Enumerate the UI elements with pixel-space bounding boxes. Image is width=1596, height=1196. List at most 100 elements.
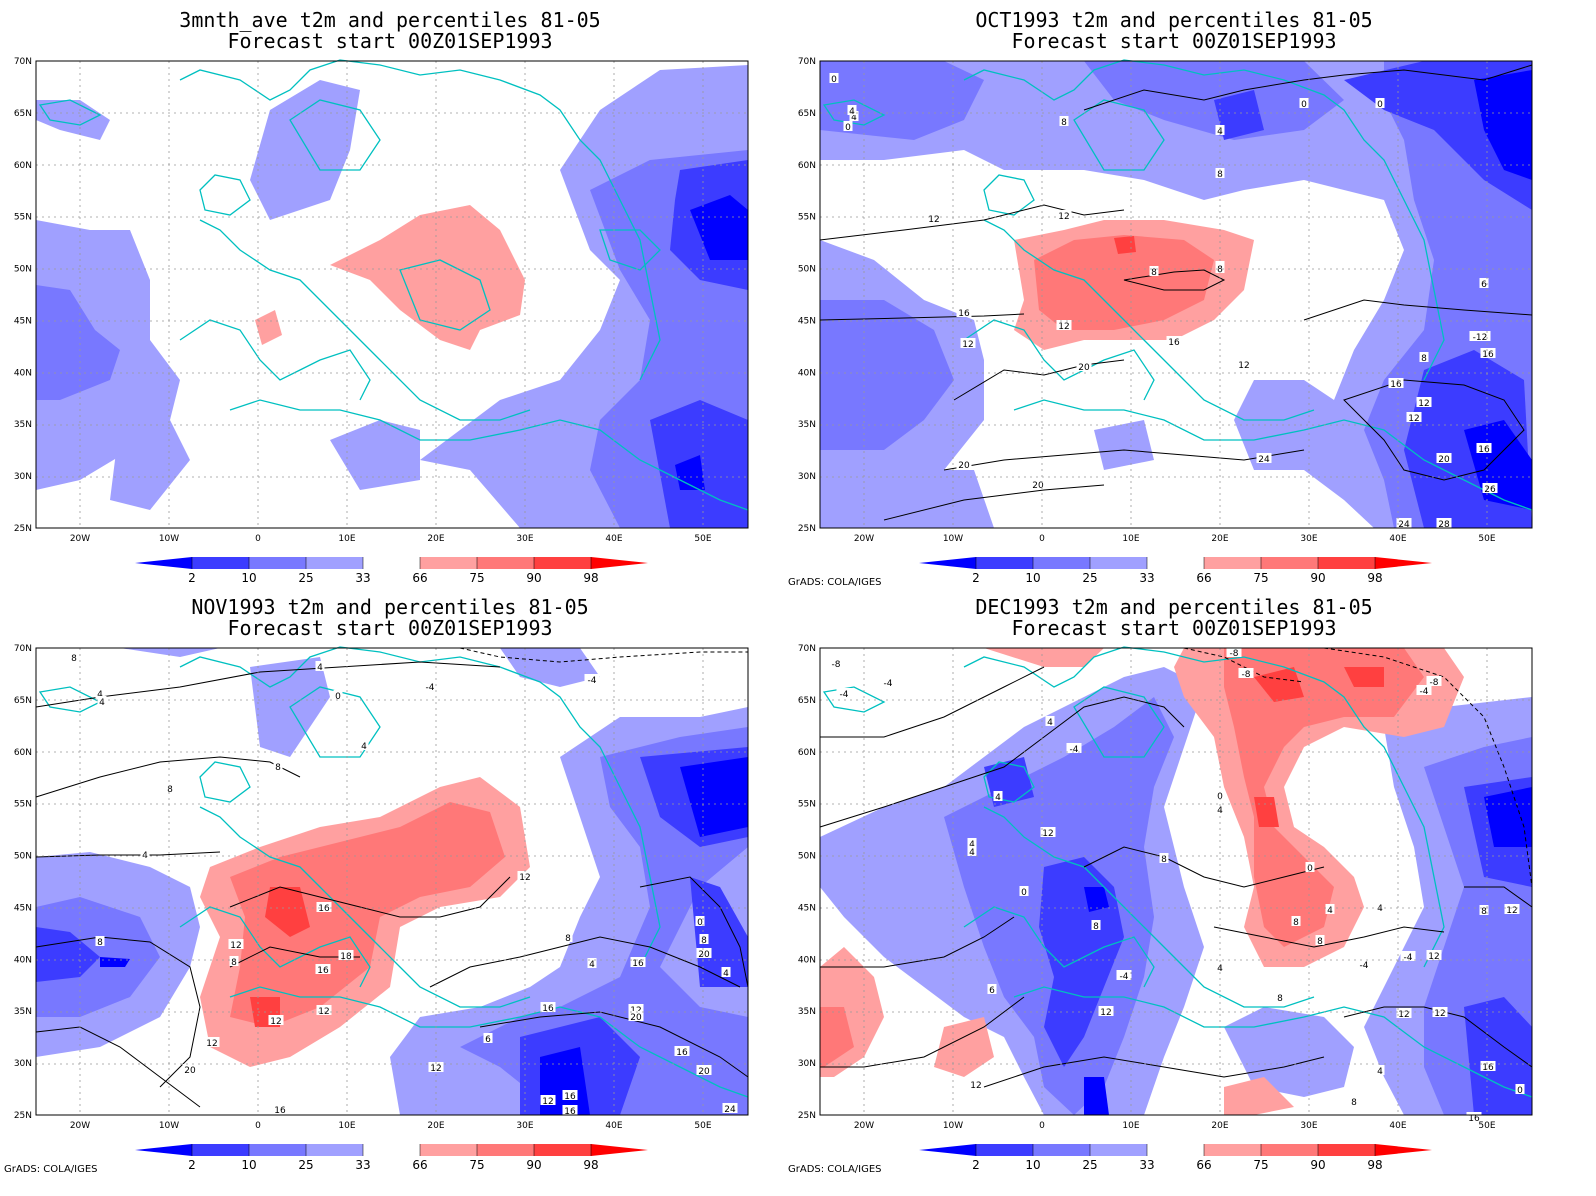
lon-tick-label: 40E	[605, 534, 622, 544]
colorbar-arrow-right	[1375, 557, 1432, 569]
contour-label-bg	[1349, 1096, 1359, 1106]
colorbar: 2 10 25 33 66 75 90 98	[919, 1144, 1432, 1172]
colorbar-segment	[976, 1144, 1033, 1156]
contour-label-bg	[1056, 210, 1072, 220]
lon-tick-label: 50E	[694, 534, 711, 544]
colorbar-segment	[1204, 1144, 1261, 1156]
contour-label-bg	[1396, 1008, 1412, 1018]
lat-tick-label: 25N	[798, 1111, 816, 1121]
contour-label-bg	[993, 791, 1003, 801]
lon-tick-label: 10W	[159, 1121, 179, 1131]
contour-label: 4	[1377, 1067, 1383, 1077]
colorbar-label: 2	[188, 1158, 196, 1172]
contour-label-bg	[722, 1103, 738, 1113]
contour-label: -8	[1430, 678, 1439, 688]
contour-label-bg	[1479, 278, 1489, 288]
graticule	[820, 648, 1532, 1115]
lon-tick-label: 20W	[70, 534, 90, 544]
percentile-shading	[36, 65, 748, 528]
contour-label-bg	[847, 105, 857, 115]
contour-label: 8	[1293, 918, 1299, 928]
colorbar-arrow-right	[591, 557, 648, 569]
contour-label-bg	[674, 1046, 690, 1056]
contour-label-bg	[1400, 951, 1416, 961]
contour-label: 20	[698, 950, 710, 960]
contour-label-bg	[967, 838, 977, 848]
contour-label-bg	[1215, 804, 1225, 814]
contour-label-bg	[1256, 453, 1272, 463]
contour-label: 12	[1408, 414, 1419, 424]
contour-label-bg	[316, 902, 332, 912]
contour-label: 12	[270, 1017, 281, 1027]
colorbar: 2 10 25 33 66 75 90 98	[135, 1144, 648, 1172]
contour-label-bg	[315, 964, 331, 974]
lat-tick-label: 35N	[14, 1007, 32, 1017]
contour-label-bg	[1396, 518, 1412, 528]
contour-label-bg	[1305, 862, 1315, 872]
lat-tick-label: 70N	[798, 57, 816, 67]
contour-label-bg	[333, 690, 343, 700]
lon-tick-label: 20E	[427, 534, 444, 544]
contour-label-bg	[272, 1104, 288, 1114]
colorbar-label: 25	[298, 571, 313, 585]
contour-label-bg	[695, 916, 705, 926]
lat-tick-label: 50N	[14, 265, 32, 275]
colorbar-arrow-left	[135, 557, 192, 569]
contour-label-bg	[696, 948, 712, 958]
lat-tick-label: 30N	[14, 1059, 32, 1069]
colorbar-segment	[1261, 557, 1318, 569]
contour-label: 12	[1418, 399, 1429, 409]
contour-label: 20	[1438, 455, 1450, 465]
contour-label-bg	[540, 1002, 556, 1012]
lon-tick-label: 10W	[943, 1121, 963, 1131]
lat-tick-label: 65N	[14, 696, 32, 706]
contour-label-bg	[95, 936, 105, 946]
contour-label-bg	[1045, 716, 1055, 726]
colorbar-label: 33	[355, 571, 370, 585]
contour-label: 12	[970, 1081, 981, 1091]
contour-label-bg	[1076, 361, 1092, 371]
contour-label-bg	[1375, 98, 1385, 108]
temperature-contours	[819, 64, 1533, 521]
lon-tick-label: 30E	[1300, 534, 1317, 544]
colorbar-label: 98	[1367, 571, 1382, 585]
contour-label-bg	[1426, 950, 1442, 960]
lon-tick-label: 0	[255, 1121, 261, 1131]
lon-tick-label: 0	[255, 534, 261, 544]
contour-label-bg	[69, 652, 79, 662]
contour-label: 8	[1217, 265, 1223, 275]
contour-label: 16	[317, 966, 329, 976]
contour-label-bg	[968, 1079, 984, 1089]
contour-label-bg	[1375, 1065, 1385, 1075]
colorbar-label: 10	[241, 1158, 256, 1172]
colorbar-segment	[1204, 557, 1261, 569]
contour-label-bg	[1426, 676, 1442, 686]
lon-tick-label: 20E	[1211, 534, 1228, 544]
contour-label-bg	[696, 1065, 712, 1075]
lat-tick-label: 55N	[14, 800, 32, 810]
contour-label-bg	[95, 688, 105, 698]
panel-subtitle: Forecast start 00Z01SEP1993	[227, 616, 553, 640]
contour-label: 0	[1217, 792, 1223, 802]
contour-label-bg	[1215, 168, 1225, 178]
contour-label-bg	[1215, 125, 1225, 135]
contour-label-bg	[1480, 348, 1496, 358]
colorbar-label: 75	[1253, 571, 1268, 585]
coastlines	[822, 646, 1533, 1098]
contour-label-bg	[204, 1037, 220, 1047]
panel-oct1993: OCT1993 t2m and percentiles 81-05 Foreca…	[784, 0, 1564, 598]
contour-label: 12	[962, 340, 973, 350]
lon-tick-label: 20W	[70, 1121, 90, 1131]
contour-label: 28	[1438, 520, 1450, 530]
contour-label-bg	[584, 674, 600, 684]
contour-label: 16	[318, 904, 330, 914]
contour-label: 20	[958, 461, 970, 471]
colorbar-neutral	[363, 1144, 420, 1156]
contour-label-bg	[1059, 116, 1069, 126]
contour-label-bg	[268, 1015, 284, 1025]
contour-label-bg	[828, 658, 844, 668]
colorbar-label: 2	[188, 571, 196, 585]
contour-label-bg	[721, 967, 731, 977]
colorbar-label: 2	[972, 1158, 980, 1172]
colorbar-segment	[1033, 557, 1090, 569]
